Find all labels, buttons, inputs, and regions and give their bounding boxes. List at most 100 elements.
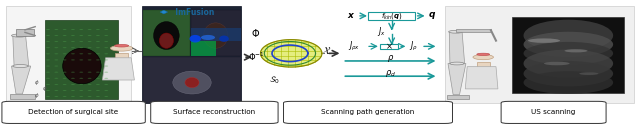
Circle shape (96, 35, 100, 36)
Text: Scanning path generation: Scanning path generation (321, 109, 415, 115)
Ellipse shape (154, 22, 179, 50)
Circle shape (88, 84, 92, 85)
Text: $\mathcal{S}_0$: $\mathcal{S}_0$ (269, 74, 279, 86)
Circle shape (104, 35, 108, 36)
Circle shape (79, 53, 83, 54)
Circle shape (79, 90, 83, 91)
Circle shape (54, 47, 58, 48)
Circle shape (63, 84, 67, 85)
Circle shape (63, 53, 67, 54)
Ellipse shape (110, 45, 133, 51)
Circle shape (96, 53, 100, 54)
Ellipse shape (477, 53, 490, 55)
Bar (191, 41, 216, 56)
Circle shape (46, 72, 50, 73)
FancyBboxPatch shape (284, 101, 452, 123)
Circle shape (54, 35, 58, 36)
Circle shape (96, 72, 100, 73)
Text: Surface reconstruction: Surface reconstruction (173, 109, 255, 115)
Circle shape (54, 53, 58, 54)
Text: $\phi$: $\phi$ (42, 84, 47, 93)
Bar (143, 57, 241, 103)
Polygon shape (448, 64, 466, 95)
Polygon shape (102, 58, 134, 80)
Circle shape (71, 78, 75, 79)
Text: $\rho$: $\rho$ (387, 53, 394, 64)
Circle shape (71, 84, 75, 85)
Circle shape (63, 41, 67, 42)
Ellipse shape (524, 61, 613, 86)
Text: $\phi$: $\phi$ (35, 91, 40, 100)
Circle shape (104, 84, 108, 85)
Text: $\mathcal{X}$: $\mathcal{X}$ (322, 46, 331, 56)
Circle shape (63, 96, 67, 97)
Text: US scanning: US scanning (531, 109, 576, 115)
Ellipse shape (173, 71, 211, 94)
Circle shape (54, 41, 58, 42)
Ellipse shape (159, 33, 173, 48)
Circle shape (63, 47, 67, 48)
Circle shape (88, 41, 92, 42)
Bar (142, 6, 241, 103)
Text: $J_\rho$: $J_\rho$ (409, 39, 418, 53)
Circle shape (46, 47, 50, 48)
Polygon shape (449, 32, 465, 64)
Circle shape (46, 41, 50, 42)
Ellipse shape (544, 62, 570, 65)
Circle shape (96, 78, 100, 79)
Text: $\rho_d$: $\rho_d$ (385, 68, 396, 79)
Circle shape (104, 96, 108, 97)
Circle shape (450, 62, 464, 65)
Circle shape (88, 53, 92, 54)
Circle shape (54, 84, 58, 85)
Circle shape (46, 35, 50, 36)
Circle shape (46, 78, 50, 79)
Circle shape (46, 53, 50, 54)
FancyBboxPatch shape (2, 101, 145, 123)
Circle shape (79, 96, 83, 97)
Circle shape (79, 29, 83, 30)
Circle shape (96, 96, 100, 97)
Bar (191, 28, 241, 41)
Circle shape (79, 78, 83, 79)
Ellipse shape (473, 55, 493, 60)
Circle shape (96, 84, 100, 85)
Circle shape (104, 72, 108, 73)
Circle shape (79, 84, 83, 85)
Bar (16, 29, 34, 36)
Bar (445, 6, 634, 103)
Circle shape (96, 90, 100, 91)
Text: Detection of surgical site: Detection of surgical site (28, 109, 119, 115)
Bar (115, 53, 128, 58)
Circle shape (79, 35, 83, 36)
Circle shape (71, 72, 75, 73)
Circle shape (449, 30, 463, 33)
Circle shape (71, 41, 75, 42)
Ellipse shape (564, 49, 588, 52)
Circle shape (71, 90, 75, 91)
FancyBboxPatch shape (501, 101, 606, 123)
Circle shape (71, 29, 75, 30)
Circle shape (13, 65, 28, 68)
Ellipse shape (201, 35, 215, 40)
Circle shape (88, 72, 92, 73)
Circle shape (104, 29, 108, 30)
Circle shape (46, 90, 50, 91)
Bar (447, 95, 469, 99)
Ellipse shape (579, 72, 598, 75)
Circle shape (88, 96, 92, 97)
Circle shape (54, 90, 58, 91)
FancyBboxPatch shape (368, 12, 415, 20)
Polygon shape (260, 40, 322, 67)
Text: $J_{\rho x}$: $J_{\rho x}$ (348, 40, 360, 53)
Bar (456, 29, 491, 32)
Text: ImFusion: ImFusion (170, 8, 214, 17)
Circle shape (71, 47, 75, 48)
Circle shape (63, 35, 67, 36)
Circle shape (46, 84, 50, 85)
Text: $\phi$: $\phi$ (35, 78, 40, 87)
Circle shape (104, 53, 108, 54)
Bar (143, 10, 190, 56)
Circle shape (63, 78, 67, 79)
Ellipse shape (528, 38, 560, 43)
